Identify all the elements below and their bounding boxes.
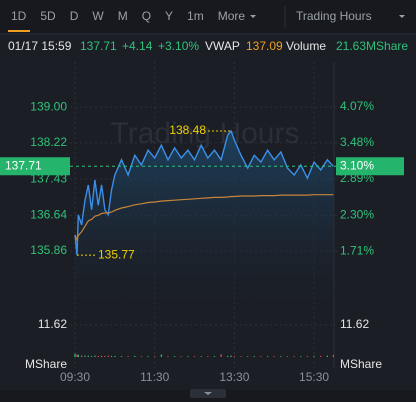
volume-bar <box>104 355 106 357</box>
timeframe-tab[interactable]: More <box>218 9 246 23</box>
vwap-line <box>74 194 334 242</box>
volume-bar <box>240 356 242 357</box>
volume-bar <box>320 355 322 357</box>
y2-tick-label: 4.07% <box>340 99 374 113</box>
volume-bar <box>227 355 229 357</box>
last-price-badge <box>0 157 70 176</box>
volume-value: 21.63MShare <box>336 39 408 53</box>
volume-bar <box>300 356 302 357</box>
volume-bar <box>193 356 196 357</box>
high-label: 138.48 <box>169 123 206 137</box>
volume-bar <box>167 356 169 357</box>
x-tick-label: 15:30 <box>299 370 329 384</box>
quote-change: +4.14 <box>122 39 153 53</box>
volume-bar <box>91 355 93 357</box>
session-button[interactable]: Trading Hours <box>296 9 372 23</box>
y-tick-label: 139.00 <box>30 99 67 113</box>
price-area <box>75 131 334 315</box>
y2-tick-label: 3.48% <box>340 135 374 149</box>
volume-bar <box>273 356 275 357</box>
volume-bar <box>220 354 222 357</box>
volume-unit: MShare <box>25 357 67 371</box>
volume-bar <box>326 355 328 357</box>
y-tick-label: 135.86 <box>30 243 67 257</box>
volume-bar <box>107 355 109 357</box>
low-label: 135.77 <box>98 247 135 261</box>
caret <box>204 392 212 395</box>
volume-bar <box>313 355 315 357</box>
quote-change-pct: +3.10% <box>158 39 199 53</box>
timeframe-tab[interactable]: 1m <box>187 9 204 23</box>
volume-tick-label: 11.62 <box>38 317 67 331</box>
quote-price: 137.71 <box>80 39 117 53</box>
volume-bar <box>160 354 162 357</box>
volume-bar <box>180 356 182 357</box>
volume-bar <box>230 355 232 357</box>
volume-bar <box>147 356 149 357</box>
volume-bar <box>280 356 282 357</box>
caret <box>399 15 405 18</box>
volume-bar <box>84 355 86 357</box>
timeframe-tab[interactable]: D <box>70 9 79 23</box>
price-line <box>74 129 334 256</box>
volume-bar <box>306 356 309 357</box>
volume-bar <box>266 356 269 357</box>
x-tick-label: 11:30 <box>140 370 169 384</box>
volume-bar <box>286 356 289 357</box>
volume-bar <box>114 355 116 357</box>
volume-tick-label: 11.62 <box>340 317 369 331</box>
timeframe-tab[interactable]: W <box>92 9 104 23</box>
volume-bar <box>97 355 99 357</box>
volume-bar <box>174 356 176 357</box>
quote-time: 01/17 15:59 <box>8 39 72 53</box>
volume-bar <box>187 356 189 357</box>
volume-bar <box>213 356 216 357</box>
volume-bar <box>87 355 89 357</box>
y-tick-label: 138.22 <box>30 135 67 149</box>
x-tick-label: 09:30 <box>60 370 90 384</box>
last-pct-badge <box>336 157 404 176</box>
volume-bar <box>140 356 143 357</box>
volume-bar <box>127 356 129 357</box>
last-pct-label: 3.10% <box>340 158 374 172</box>
active-underline <box>8 30 30 32</box>
volume-bar <box>94 355 96 357</box>
volume-bar <box>76 354 78 357</box>
volume-bar <box>332 354 334 357</box>
volume-bar <box>100 355 103 357</box>
volume-bar <box>134 355 136 357</box>
volume-bar <box>233 356 235 357</box>
y2-tick-label: 2.30% <box>340 207 374 221</box>
timeframe-tab[interactable]: Q <box>142 9 151 23</box>
x-tick-label: 13:30 <box>219 370 249 384</box>
volume-bar <box>293 356 295 357</box>
timeframe-tab[interactable]: Y <box>165 9 173 23</box>
timeframe-tab[interactable]: 5D <box>40 9 56 23</box>
volume-bar <box>253 356 255 357</box>
timeframe-tab[interactable]: 1D <box>11 9 27 23</box>
volume-bar <box>120 356 123 357</box>
volume-bar <box>81 355 83 357</box>
volume-bar <box>77 354 79 357</box>
last-price-label: 137.71 <box>5 158 42 172</box>
volume-bar <box>247 356 249 357</box>
volume-label: Volume <box>286 39 326 53</box>
volume-bar <box>154 356 156 357</box>
volume-bar <box>74 353 76 357</box>
volume-bar <box>110 355 113 357</box>
watermark: Trading Hours <box>111 117 300 150</box>
vwap-label: VWAP <box>205 39 240 53</box>
vwap-value: 137.09 <box>246 39 283 53</box>
y2-tick-label: 1.71% <box>340 243 374 257</box>
timeframe-tab[interactable]: M <box>118 9 128 23</box>
toolbar <box>0 0 416 34</box>
volume-bar <box>260 356 262 357</box>
volume-bar <box>207 356 209 357</box>
volume-bar <box>200 356 202 357</box>
caret <box>250 15 257 18</box>
volume-unit: MShare <box>340 357 382 371</box>
y-tick-label: 136.64 <box>30 207 67 221</box>
